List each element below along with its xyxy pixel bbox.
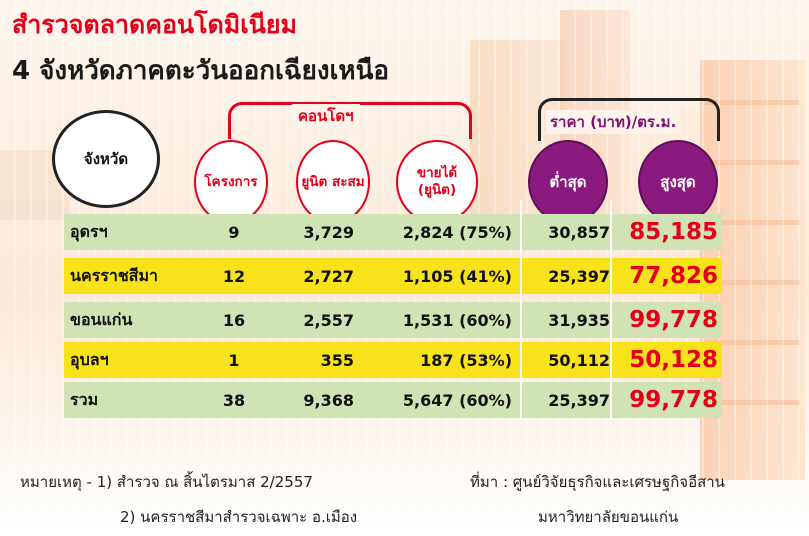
footnote-1: หมายเหตุ - 1) สำรวจ ณ สิ้นไตรมาส 2/2557 — [20, 473, 313, 491]
building-decoration — [705, 100, 800, 105]
cell-min-price: 30,857 — [548, 222, 610, 242]
table-row: ขอนแก่น 16 2,557 1,531 (60%) 31,935 99,7… — [64, 302, 722, 338]
header-units: ยูนิต สะสม — [296, 140, 370, 224]
cell-projects: 12 — [222, 266, 246, 286]
cell-projects: 16 — [222, 310, 246, 330]
cell-units: 2,557 — [303, 310, 354, 330]
cell-province: อุดรฯ — [70, 221, 108, 241]
column-divider — [520, 200, 522, 420]
cell-province: ขอนแก่น — [70, 309, 133, 329]
page-title: สำรวจตลาดคอนโดมิเนียม — [12, 10, 297, 39]
building-decoration — [705, 220, 800, 225]
header-max-price: สูงสุด — [638, 140, 718, 224]
table-row: อุดรฯ 9 3,729 2,824 (75%) 30,857 85,185 — [64, 214, 722, 250]
cell-max-price: 99,778 — [629, 307, 718, 333]
header-province: จังหวัด — [52, 110, 160, 208]
cell-projects: 1 — [228, 350, 240, 370]
cell-province: นครราชสีมา — [70, 265, 158, 285]
building-decoration — [705, 340, 800, 345]
condo-group-header: คอนโดฯ — [292, 104, 360, 128]
price-group-header: ราคา (บาท)/ตร.ม. — [546, 110, 681, 134]
header-max-label: สูงสุด — [660, 172, 696, 191]
condo-group-bracket — [228, 102, 472, 139]
cell-province: อุบลฯ — [70, 349, 109, 369]
cell-units: 9,368 — [303, 390, 354, 410]
header-min-label: ต่ำสุด — [549, 172, 587, 191]
table-row-total: รวม 38 9,368 5,647 (60%) 25,397 99,778 — [64, 382, 722, 418]
cell-max-price: 85,185 — [629, 219, 718, 245]
header-sold-label: ขายได้ (ยูนิต) — [416, 165, 458, 198]
building-decoration — [705, 400, 800, 405]
footnote-2: 2) นครราชสีมาสำรวจเฉพาะ อ.เมือง — [120, 508, 358, 526]
cell-province: รวม — [70, 389, 99, 409]
price-group-bracket — [538, 98, 720, 141]
header-projects-label: โครงการ — [204, 173, 258, 190]
cell-max-price: 77,826 — [629, 263, 718, 289]
building-decoration — [705, 160, 800, 165]
header-units-label: ยูนิต สะสม — [301, 173, 365, 190]
column-divider — [610, 200, 612, 420]
header-province-label: จังหวัด — [83, 149, 129, 168]
header-min-price: ต่ำสุด — [528, 140, 608, 224]
cell-min-price: 31,935 — [548, 310, 610, 330]
cell-sold: 5,647 (60%) — [402, 390, 512, 410]
cell-max-price: 50,128 — [629, 347, 718, 373]
table-row: นครราชสีมา 12 2,727 1,105 (41%) 25,397 7… — [64, 258, 722, 294]
cell-sold: 1,531 (60%) — [402, 310, 512, 330]
cell-min-price: 50,112 — [548, 350, 610, 370]
cell-min-price: 25,397 — [548, 390, 610, 410]
cell-projects: 38 — [222, 390, 246, 410]
header-sold: ขายได้ (ยูนิต) — [396, 140, 478, 224]
source-line-2: มหาวิทยาลัยขอนแก่น — [538, 508, 679, 526]
source-line-1: ที่มา : ศูนย์วิจัยธุรกิจและเศรษฐกิจอีสาน — [470, 473, 725, 491]
cell-min-price: 25,397 — [548, 266, 610, 286]
cell-units: 3,729 — [303, 222, 354, 242]
header-projects: โครงการ — [194, 140, 268, 224]
cell-units: 2,727 — [303, 266, 354, 286]
cell-units: 355 — [320, 350, 354, 370]
cell-sold: 187 (53%) — [420, 350, 512, 370]
building-decoration — [705, 280, 800, 285]
cell-max-price: 99,778 — [629, 387, 718, 413]
cell-sold: 2,824 (75%) — [402, 222, 512, 242]
page-subtitle: 4 จังหวัดภาคตะวันออกเฉียงเหนือ — [12, 56, 389, 86]
cell-projects: 9 — [228, 222, 240, 242]
cell-sold: 1,105 (41%) — [402, 266, 512, 286]
table-row: อุบลฯ 1 355 187 (53%) 50,112 50,128 — [64, 342, 722, 378]
